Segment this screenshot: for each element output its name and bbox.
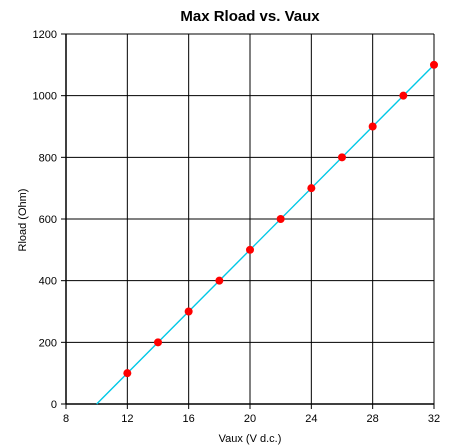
x-tick-label: 24 [305,413,317,425]
data-point [307,184,316,193]
data-point [399,91,408,100]
y-tick-label: 800 [39,152,57,164]
x-tick-label: 12 [121,413,133,425]
grid-layer [66,33,435,404]
data-point [430,60,438,69]
y-tick-label: 1000 [33,91,57,103]
axis-layer [61,33,435,409]
y-tick-label: 1200 [33,29,57,41]
data-point [246,245,254,254]
y-tick-label: 600 [39,214,57,226]
trend-line [96,64,435,405]
x-tick-label: 28 [367,413,379,425]
y-tick-label: 400 [39,276,57,288]
data-point [215,276,224,285]
data-point [338,153,346,162]
data-point [184,307,193,316]
x-axis-label: Vaux (V d.c.) [219,433,282,445]
y-axis-label: Rload (Ohm) [17,189,29,252]
chart-title: Max Rload vs. Vaux [180,8,320,25]
x-tick-label: 8 [63,413,69,425]
data-point [154,338,162,347]
data-point [123,369,132,378]
series-layer [96,60,438,405]
data-point [368,122,377,131]
x-tick-label: 16 [183,413,195,425]
x-tick-label: 20 [244,413,256,425]
y-tick-label: 200 [39,337,57,349]
y-tick-label: 0 [51,399,57,411]
data-point [276,215,285,223]
tick-label-layer: 8 12 16 20 24 28 32 0 200 400 600 800 1000 1200 [33,29,441,425]
x-tick-label: 32 [428,413,440,425]
